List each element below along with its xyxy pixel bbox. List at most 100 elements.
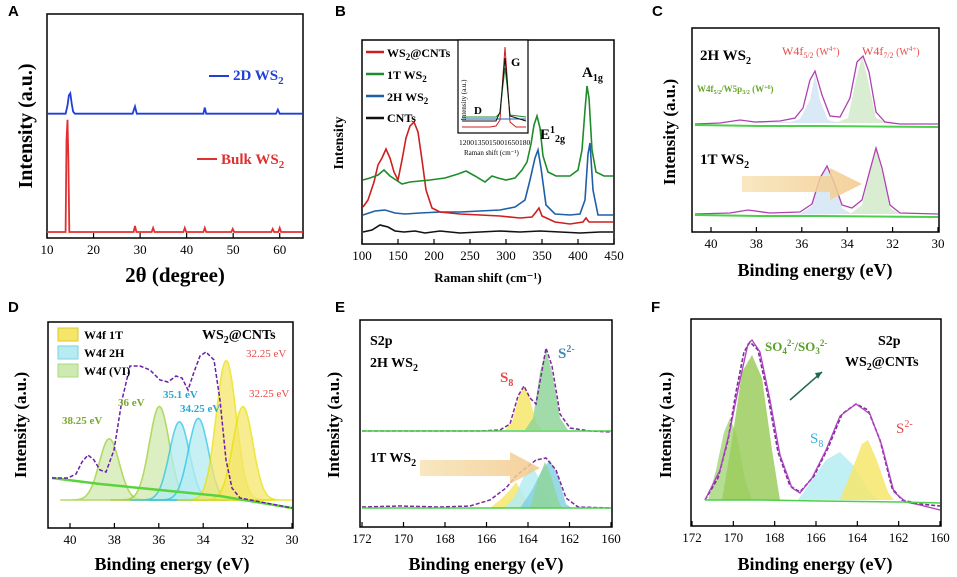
- f-label-s2: S2-: [896, 419, 913, 437]
- d-xtick-label: 36: [152, 532, 166, 547]
- b-xtick-label: 450: [604, 248, 624, 263]
- x-axis-label-c: Binding energy (eV): [738, 260, 893, 281]
- d-annotation-32-25-a: 32.25 eV: [246, 348, 286, 360]
- a-ticks: 10 20 30 40 50 60: [41, 233, 286, 257]
- panel-label-d: D: [8, 299, 19, 316]
- y-axis-label-b: Intensity: [332, 117, 347, 170]
- e-xtick-label: 162: [560, 531, 580, 546]
- legend-swatch-2h: [57, 345, 79, 360]
- d-envelope: [52, 351, 293, 509]
- c-xtick-label: 34: [841, 236, 855, 251]
- panel-e: E S2p 2H WS2 1T WS2 S8 S2- 172 170 168 166 1…: [324, 299, 621, 575]
- e-label-s8: S8: [500, 370, 513, 389]
- e-label-s2: S2-: [558, 344, 575, 362]
- legend-label-vi: W4f (VI): [84, 364, 130, 378]
- panel-label-f: F: [651, 299, 660, 316]
- a-xtick-label: 30: [134, 242, 147, 257]
- b-xtick-label: 150: [388, 248, 408, 263]
- c-xtick-label: 40: [705, 236, 718, 251]
- panel-c: C 2H WS2 1T WS2 W4f5/2 (W4+) W4f7/2 (W4+…: [652, 3, 945, 281]
- d-annotation-38-25: 38.25 eV: [62, 415, 102, 427]
- d-component-peak-5: [193, 405, 292, 501]
- e-xtick-label: 172: [352, 531, 372, 546]
- f-xtick-label: 164: [848, 530, 868, 545]
- f-ticks: 172 170 168 166 164 162 160: [682, 521, 950, 545]
- d-title: WS2@CNTs: [202, 328, 276, 346]
- plot-frame-a: [46, 13, 304, 239]
- d-xtick-label: 30: [286, 532, 299, 547]
- inset-xticks: 1200135015001650180: [459, 138, 531, 147]
- c-xtick-label: 32: [886, 236, 899, 251]
- a-xtick-label: 60: [273, 242, 286, 257]
- f-xtick-label: 172: [682, 530, 702, 545]
- panel-f: F SO42-/SO32- S2p WS2@CNTs S8 S2- 172 170…: [651, 299, 950, 575]
- legend-label-ws2-cnts: WS2@CNTs: [387, 46, 451, 62]
- d-xtick-label: 40: [64, 532, 77, 547]
- e-xtick-label: 164: [518, 531, 538, 546]
- panel-label-c: C: [652, 3, 663, 20]
- b-xtick-label: 300: [496, 248, 516, 263]
- d-ticks: 40 38 36 34 32 30: [64, 523, 299, 547]
- panel-label-b: B: [335, 3, 346, 20]
- c-xtick-label: 36: [795, 236, 809, 251]
- inset-ws2-cnts: [462, 46, 526, 128]
- f-title: S2p: [878, 334, 901, 349]
- y-axis-label-a: Intensity (a.u.): [15, 63, 37, 188]
- d-xtick-label: 38: [108, 532, 121, 547]
- e-xtick-label: 160: [601, 531, 621, 546]
- c-2h-fill-72: [835, 56, 888, 123]
- f-xtick-label: 160: [930, 530, 950, 545]
- f-label-so: SO42-/SO32-: [765, 338, 827, 356]
- e-xtick-label: 168: [435, 531, 455, 546]
- series-bulk-ws2: [47, 119, 303, 233]
- legend-label-bulk-ws2: Bulk WS2: [221, 152, 285, 171]
- e-2h-s2-fill: [525, 350, 568, 430]
- b-xtick-label: 250: [460, 248, 480, 263]
- panel-label-a: A: [8, 3, 19, 20]
- c-label-1t: 1T WS2: [700, 152, 749, 171]
- x-axis-label-e: Binding energy (eV): [409, 554, 564, 575]
- legend-label-2h: W4f 2H: [84, 346, 125, 360]
- x-axis-label-f: Binding energy (eV): [738, 554, 893, 575]
- y-axis-label-e: Intensity (a.u.): [324, 372, 343, 478]
- legend-label-1t-ws2: 1T WS2: [387, 68, 427, 84]
- f-fill-so-b: [722, 355, 780, 500]
- a-xtick-label: 40: [180, 242, 193, 257]
- d-xtick-label: 32: [241, 532, 254, 547]
- x-axis-label-a: 2θ (degree): [125, 263, 225, 287]
- y-axis-label-d: Intensity (a.u.): [11, 372, 30, 478]
- e2g-peak-label: E12g: [540, 125, 565, 145]
- d-baseline: [51, 476, 293, 510]
- series-ws2-cnts: [362, 120, 613, 225]
- series-2h-ws2: [362, 142, 613, 216]
- a-xtick-label: 50: [227, 242, 240, 257]
- d-annotation-34-25: 34.25 eV: [180, 403, 220, 415]
- a1g-peak-label: A1g: [582, 65, 603, 84]
- y-axis-label-c: Intensity (a.u.): [660, 79, 679, 185]
- b-xtick-label: 100: [352, 248, 372, 263]
- a-xtick-label: 20: [87, 242, 100, 257]
- legend-b: WS2@CNTs 1T WS2 2H WS2 CNTs: [366, 46, 451, 125]
- c-2h-baseline: [694, 124, 939, 128]
- f-annotation-arrowhead: [815, 372, 822, 379]
- c-label-w6: W4f5/2/W5p3/2 (W+6): [697, 84, 774, 96]
- raman-inset: D G 1200135015001650180 Raman shift (cm⁻…: [457, 39, 531, 157]
- d-annotation-32-25-b: 32.25 eV: [249, 388, 289, 400]
- plot-frame-c: [691, 27, 940, 233]
- c-xtick-label: 30: [932, 236, 945, 251]
- panel-label-e: E: [335, 299, 345, 316]
- c-label-w4f72: W4f7/2 (W4+): [862, 44, 920, 60]
- panel-d: D W4f 1T W4f 2H W4f (VI) WS2@CNTs 38.25 …: [8, 299, 299, 575]
- series-cnts: [362, 224, 613, 234]
- legend-swatch-1t: [57, 327, 79, 342]
- d-xtick-label: 34: [197, 532, 211, 547]
- b-xtick-label: 350: [532, 248, 552, 263]
- legend-label-2h-ws2: 2H WS2: [387, 90, 429, 106]
- x-axis-label-d: Binding energy (eV): [95, 554, 250, 575]
- e-xtick-label: 166: [477, 531, 497, 546]
- x-axis-label-b: Raman shift (cm⁻¹): [434, 270, 542, 285]
- b-xtick-label: 400: [568, 248, 588, 263]
- panel-a: A 10 20 30 40 50 60 2D WS2 Bulk WS2 Intensity…: [8, 3, 304, 287]
- f-envelope: [704, 340, 941, 507]
